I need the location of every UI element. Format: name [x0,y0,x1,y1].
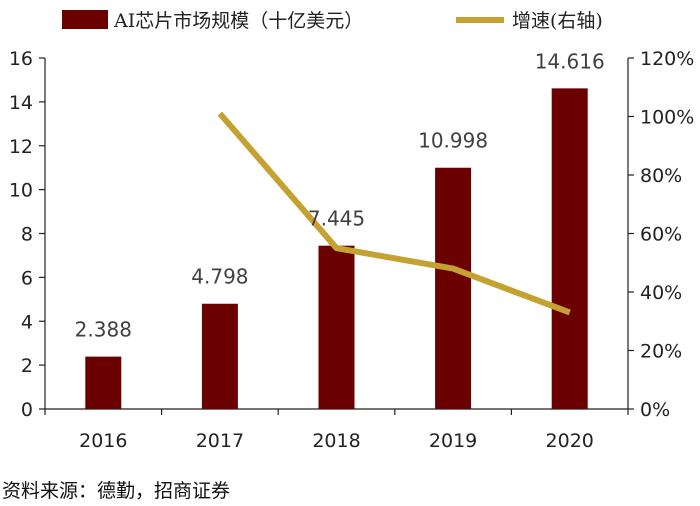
left-axis-tick-label: 2 [21,355,33,377]
bar-data-label: 4.798 [191,265,248,289]
bar [318,245,355,409]
bar-data-label: 7.445 [308,207,365,231]
bar [85,356,122,409]
left-axis-tick-label: 6 [21,267,33,289]
legend-bar-swatch [62,10,108,29]
right-axis-tick-label: 60% [640,224,682,246]
right-axis-tick-label: 0% [640,399,670,421]
x-axis-tick-label: 2017 [196,430,244,452]
x-axis-tick-label: 2020 [546,430,594,452]
left-axis-tick-label: 12 [9,136,33,158]
left-axis-tick-label: 14 [9,92,33,114]
x-axis-tick-label: 2016 [79,430,127,452]
right-axis-tick-label: 80% [640,165,682,187]
bar-data-label: 14.616 [535,49,605,73]
left-axis-tick-label: 4 [21,311,33,333]
bar-data-label: 2.388 [75,318,132,342]
right-axis-tick-label: 120% [640,48,694,70]
left-axis-tick-label: 10 [9,180,33,202]
right-axis-tick-label: 20% [640,341,682,363]
bar [435,167,472,409]
bar-data-label: 10.998 [418,129,488,153]
x-axis-tick-label: 2018 [312,430,360,452]
left-axis-tick-label: 0 [21,399,33,421]
right-axis-tick-label: 100% [640,107,694,129]
plot-area: 0 2 4 6 8 10 12 14 16 0% 20% 40% 60% 80% 100% 120% 2016 2… [9,48,695,452]
right-axis-tick-label: 40% [640,282,682,304]
left-axis-tick-label: 16 [9,48,33,70]
x-axis-tick-label: 2019 [429,430,477,452]
growth-line [217,111,571,316]
left-axis-tick-label: 8 [21,224,33,246]
bar [201,303,238,409]
legend-bar-label: AI芯片市场规模（十亿美元） [113,10,363,32]
bar [551,88,588,409]
source-note: 资料来源：德勤，招商证券 [2,480,231,502]
legend: AI芯片市场规模（十亿美元） 增速(右轴) [62,10,603,32]
legend-line-label: 增速(右轴) [512,10,603,32]
